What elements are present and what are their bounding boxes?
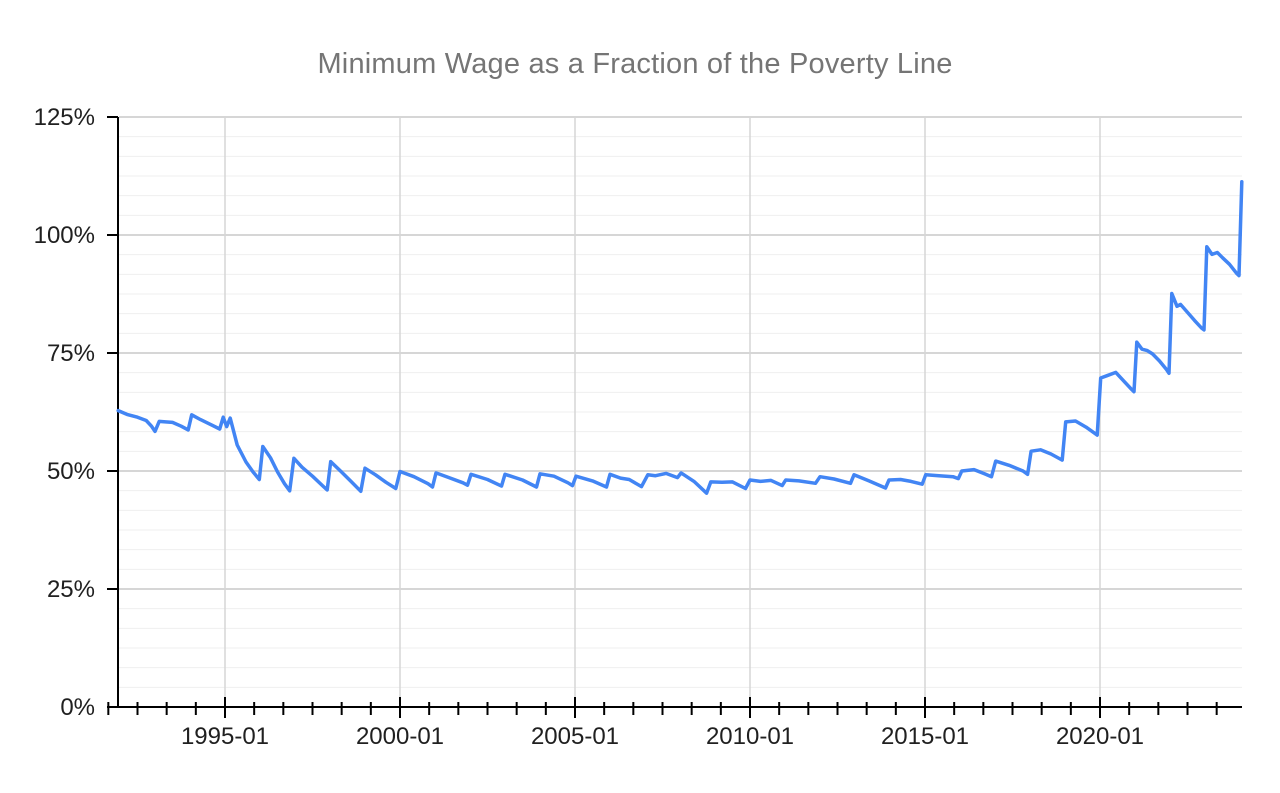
y-tick-label: 125% bbox=[34, 104, 95, 131]
major-gridlines bbox=[119, 116, 1242, 707]
y-tick-label: 100% bbox=[34, 222, 95, 249]
chart-title: Minimum Wage as a Fraction of the Povert… bbox=[317, 48, 953, 80]
data-series bbox=[116, 179, 1244, 495]
x-tick-label: 2020-01 bbox=[1056, 723, 1144, 750]
y-tick-label: 25% bbox=[47, 576, 95, 603]
x-tick-label: 2010-01 bbox=[706, 723, 794, 750]
y-tick-label: 0% bbox=[60, 694, 95, 721]
data-line bbox=[116, 179, 1244, 495]
axes bbox=[107, 116, 1242, 718]
y-tick-label: 50% bbox=[47, 458, 95, 485]
x-tick-label: 2015-01 bbox=[881, 723, 969, 750]
x-tick-label: 2000-01 bbox=[356, 723, 444, 750]
axis-labels: 0% 25% 50% 75% 100% 125% 1995-01 2000-01 2005-01… bbox=[34, 104, 1144, 750]
x-tick-label: 2005-01 bbox=[531, 723, 619, 750]
y-tick-label: 75% bbox=[47, 340, 95, 367]
x-tick-label: 1995-01 bbox=[181, 723, 269, 750]
y-minor-gridlines bbox=[119, 136, 1242, 688]
